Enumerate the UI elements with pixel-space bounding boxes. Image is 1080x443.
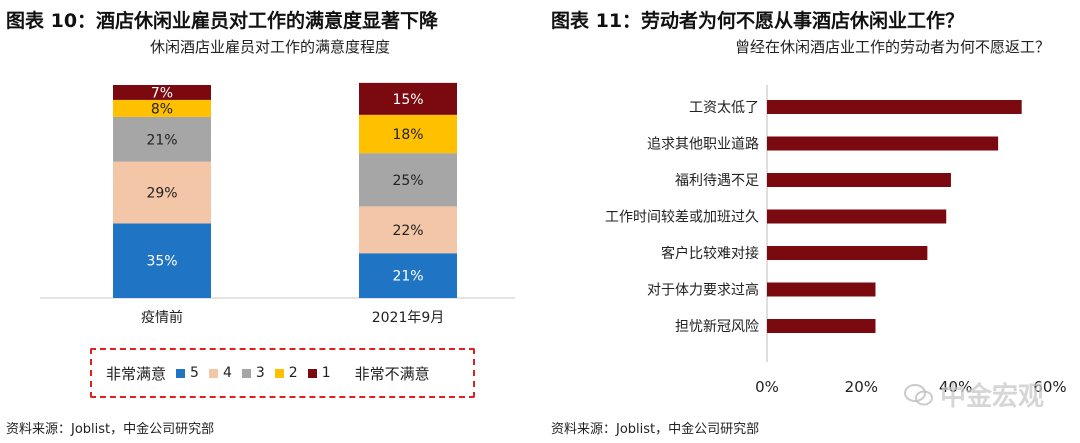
legend-text-5: 5 [190,365,199,381]
bar-segment-0-5 [113,223,211,298]
legend-text-2: 2 [288,365,298,381]
category-label-4: 客户比较难对接 [661,245,759,262]
wechat-icon [903,383,934,406]
data-label-0-4: 29% [146,186,177,202]
data-label-1-4: 22% [392,223,423,239]
bar-4 [767,246,928,260]
legend-text-4: 4 [222,365,232,381]
legend-text-1: 1 [321,365,331,381]
data-label-1-5: 21% [392,269,423,285]
legend-swatch-5 [176,368,186,378]
legend-item-2: 2 [274,365,298,381]
legend-items: 5 4 3 2 1 [176,365,341,381]
bar-segment-1-3 [359,153,457,207]
watermark: 中金宏观 [903,376,1044,413]
bar-1 [767,136,999,151]
bar-segment-1-5 [359,253,457,298]
stacked-bar-chart: 35% 29% 21% 8%7% 疫情前 21% 22% 25% 18% 15% 2021年9月 [40,82,515,326]
legend-item-4: 4 [208,365,232,381]
bar-0 [767,100,1022,114]
source-note-right: 资料来源：Joblist，中金公司研究部 [551,422,760,437]
legend-item-5: 5 [176,365,199,381]
bar-3 [767,209,947,224]
bar-segment-0-3 [113,116,211,162]
chart-title-right: 曾经在休闲酒店业工作的劳动者为何不愿返工？ [734,38,1050,56]
legend-text-3: 3 [255,365,265,381]
bar-segment-1-4 [359,206,457,254]
legend-swatch-1 [307,368,317,378]
bar-segment-1-2 [359,114,457,154]
bar-segment-1-1 [359,82,457,115]
x-tick-label-3: 60% [1033,378,1066,396]
category-label-5: 对于体力要求过高 [647,282,759,299]
bar-segment-0-1 [113,85,211,100]
x-tick-label-2: 40% [939,378,972,396]
data-label-1-3: 25% [392,173,423,189]
data-label-1-2: 18% [392,127,423,143]
figure-title-left: 图表 10：酒店休闲业雇员对工作的满意度显著下降 [6,10,439,32]
data-label-1-1: 15% [392,92,423,108]
source-note-left: 资料来源：Joblist，中金公司研究部 [6,422,215,437]
legend-swatch-3 [241,368,251,378]
x-tick-label-0: 疫情前 [141,309,183,326]
watermark-text: 中金宏观 [939,382,1044,412]
data-label-0-1: 7% [151,85,173,101]
x-tick-label-0: 0% [755,378,779,396]
category-label-0: 工资太低了 [689,100,759,116]
legend: 非常满意 5 4 3 2 1 非常不满意 [90,348,475,398]
bar-5 [767,282,876,297]
legend-item-1: 1 [307,365,331,381]
chart-title-left: 休闲酒店业雇员对工作的满意度程度 [149,38,390,56]
data-label-0-5: 35% [146,254,177,270]
bar-6 [767,319,876,333]
x-tick-label-1: 20% [845,378,878,396]
x-tick-label-1: 2021年9月 [372,310,445,326]
bar-segment-0-4 [113,161,211,224]
data-label-0-3: 21% [146,132,177,148]
category-label-3: 工作时间较差或加班过久 [605,210,759,226]
category-label-1: 追求其他职业道路 [647,137,759,153]
figure-title-right: 图表 11：劳动者为何不愿从事酒店休闲业工作？ [551,10,965,32]
legend-label-very-satisfied: 非常满意 [106,364,167,383]
left-panel: 图表 10：酒店休闲业雇员对工作的满意度显著下降 休闲酒店业雇员对工作的满意度程… [6,10,515,437]
category-label-6: 担忧新冠风险 [675,319,759,335]
legend-label-very-dissatisfied: 非常不满意 [354,364,430,383]
category-label-2: 福利待遇不足 [675,173,759,189]
legend-item-3: 3 [241,365,265,381]
bar-2 [767,173,951,187]
right-panel: 图表 11：劳动者为何不愿从事酒店休闲业工作？ 曾经在休闲酒店业工作的劳动者为何… [545,0,1080,443]
horizontal-bar-chart: 工资太低了追求其他职业道路福利待遇不足工作时间较差或加班过久客户比较难对接对于体… [605,85,1067,396]
data-label-0-2: 8% [151,101,173,117]
legend-swatch-2 [274,368,284,378]
bar-segment-0-2 [113,99,211,117]
legend-swatch-4 [208,368,218,378]
